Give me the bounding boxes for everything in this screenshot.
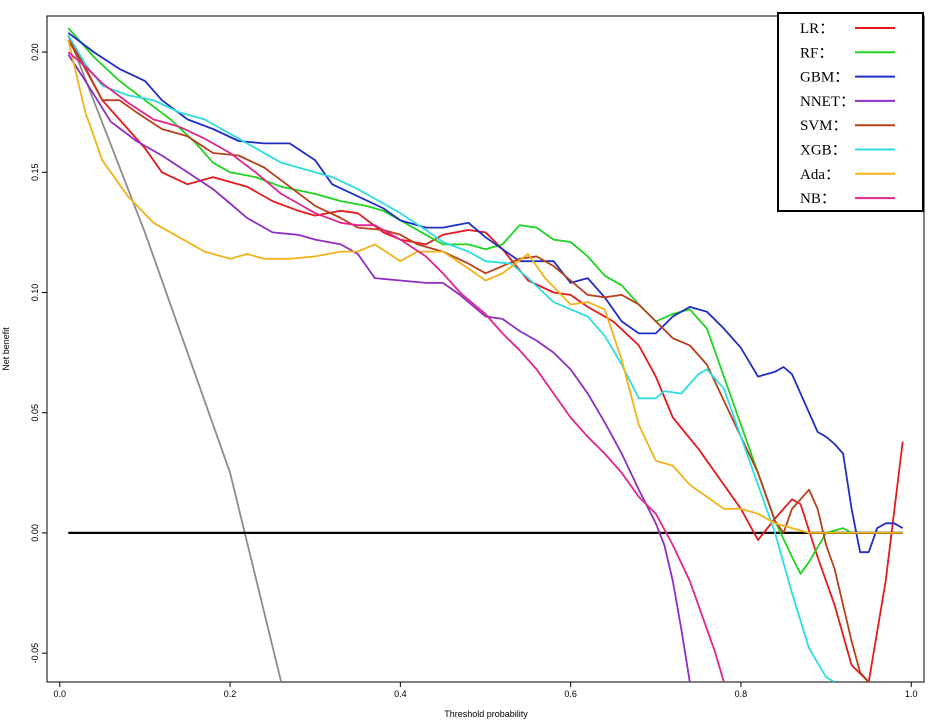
legend: LR： RF： GBM： NNET： SVM： XGB： Ada： NB： xyxy=(777,12,924,212)
series-rf-line xyxy=(67,27,853,575)
x-axis-title: Threshold probability xyxy=(444,709,528,719)
legend-label-nb: NB： xyxy=(800,191,836,207)
x-tick-label: 0.0 xyxy=(54,689,67,699)
y-tick-label: 0.20 xyxy=(30,43,40,61)
legend-label-xgb: XGB： xyxy=(800,143,847,159)
legend-label-gbm: GBM： xyxy=(800,70,849,86)
legend-label-lr: LR： xyxy=(800,21,834,37)
x-tick-label: 0.2 xyxy=(224,689,237,699)
y-tick-label: -0.05 xyxy=(30,643,40,664)
x-tick-label: 1.0 xyxy=(905,689,918,699)
series-ada-line xyxy=(67,39,903,534)
legend-box xyxy=(777,12,924,212)
x-tick-label: 0.6 xyxy=(564,689,577,699)
series-xgb-line xyxy=(67,34,836,682)
legend-label-ada: Ada： xyxy=(800,167,840,183)
y-axis: -0.05 0.00 0.05 0.10 0.15 0.20 xyxy=(30,43,47,663)
y-tick-label: 0.00 xyxy=(30,524,40,542)
model-curves xyxy=(67,27,904,682)
legend-label-svm: SVM： xyxy=(800,118,848,134)
series-svm-line xyxy=(67,39,870,682)
y-tick-label: 0.15 xyxy=(30,164,40,182)
x-tick-label: 0.4 xyxy=(394,689,407,699)
series-nnet-line xyxy=(67,54,691,682)
legend-label-rf: RF： xyxy=(800,45,833,61)
y-axis-title: Net benefit xyxy=(1,327,11,371)
series-lr-line xyxy=(67,34,904,682)
legend-label-nnet: NNET： xyxy=(800,94,855,110)
x-axis: 0.0 0.2 0.4 0.6 0.8 1.0 xyxy=(54,682,918,699)
x-tick-label: 0.8 xyxy=(735,689,748,699)
treat-all-line xyxy=(67,34,283,682)
series-gbm-line xyxy=(67,32,904,554)
series-nb-line xyxy=(67,51,725,682)
y-tick-label: 0.10 xyxy=(30,284,40,302)
plot-frame xyxy=(46,15,925,683)
y-tick-label: 0.05 xyxy=(30,404,40,422)
